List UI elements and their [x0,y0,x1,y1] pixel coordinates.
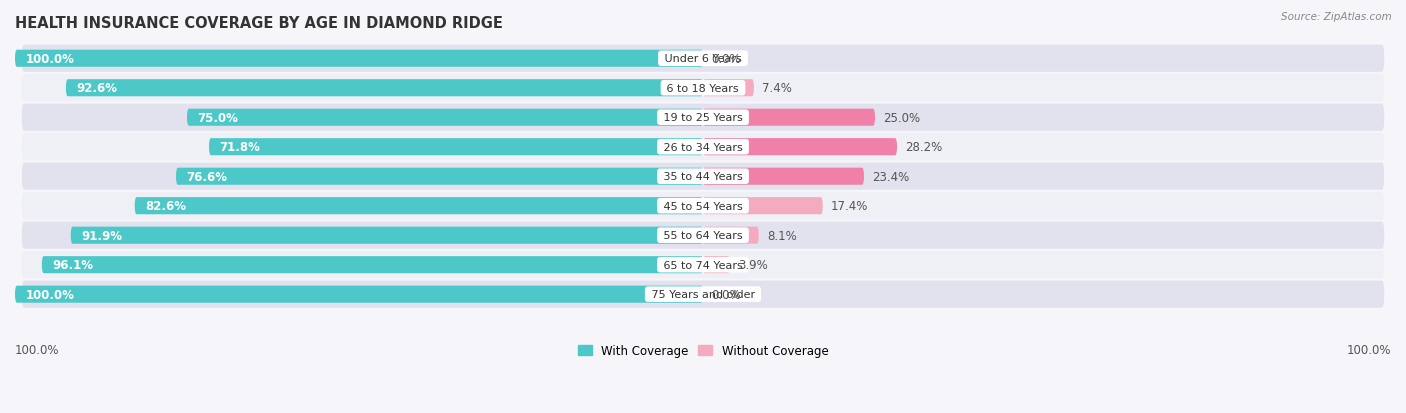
Text: 100.0%: 100.0% [15,344,59,356]
Text: 92.6%: 92.6% [76,82,117,95]
Text: 7.4%: 7.4% [762,82,792,95]
Text: 0.0%: 0.0% [711,288,741,301]
FancyBboxPatch shape [42,256,703,273]
Text: 76.6%: 76.6% [187,170,228,183]
Text: 96.1%: 96.1% [52,259,93,271]
Text: 55 to 64 Years: 55 to 64 Years [659,230,747,241]
FancyBboxPatch shape [135,198,703,215]
FancyBboxPatch shape [22,104,1384,131]
Text: 65 to 74 Years: 65 to 74 Years [659,260,747,270]
FancyBboxPatch shape [176,168,703,185]
Legend: With Coverage, Without Coverage: With Coverage, Without Coverage [572,339,834,361]
Text: 91.9%: 91.9% [82,229,122,242]
FancyBboxPatch shape [187,109,703,126]
FancyBboxPatch shape [703,256,730,273]
FancyBboxPatch shape [703,80,754,97]
FancyBboxPatch shape [703,227,759,244]
FancyBboxPatch shape [703,139,897,156]
Text: Under 6 Years: Under 6 Years [661,54,745,64]
FancyBboxPatch shape [703,198,823,215]
Text: 100.0%: 100.0% [25,52,75,66]
Text: 45 to 54 Years: 45 to 54 Years [659,201,747,211]
Text: 26 to 34 Years: 26 to 34 Years [659,142,747,152]
Text: 8.1%: 8.1% [768,229,797,242]
FancyBboxPatch shape [22,134,1384,161]
Text: 6 to 18 Years: 6 to 18 Years [664,83,742,93]
FancyBboxPatch shape [22,75,1384,102]
Text: 17.4%: 17.4% [831,200,869,213]
FancyBboxPatch shape [22,193,1384,220]
FancyBboxPatch shape [22,163,1384,190]
Text: 25.0%: 25.0% [883,112,921,124]
FancyBboxPatch shape [703,168,865,185]
FancyBboxPatch shape [22,222,1384,249]
Text: 100.0%: 100.0% [1347,344,1391,356]
FancyBboxPatch shape [209,139,703,156]
Text: 75.0%: 75.0% [197,112,238,124]
FancyBboxPatch shape [66,80,703,97]
Text: 35 to 44 Years: 35 to 44 Years [659,172,747,182]
FancyBboxPatch shape [703,109,875,126]
FancyBboxPatch shape [22,252,1384,279]
Text: 71.8%: 71.8% [219,141,260,154]
Text: Source: ZipAtlas.com: Source: ZipAtlas.com [1281,12,1392,22]
FancyBboxPatch shape [70,227,703,244]
FancyBboxPatch shape [22,281,1384,308]
Text: 3.9%: 3.9% [738,259,768,271]
FancyBboxPatch shape [15,286,703,303]
Text: 19 to 25 Years: 19 to 25 Years [659,113,747,123]
Text: 100.0%: 100.0% [25,288,75,301]
Text: HEALTH INSURANCE COVERAGE BY AGE IN DIAMOND RIDGE: HEALTH INSURANCE COVERAGE BY AGE IN DIAM… [15,16,503,31]
FancyBboxPatch shape [22,45,1384,73]
Text: 0.0%: 0.0% [711,52,741,66]
Text: 82.6%: 82.6% [145,200,186,213]
Text: 75 Years and older: 75 Years and older [648,290,758,299]
Text: 23.4%: 23.4% [872,170,910,183]
Text: 28.2%: 28.2% [905,141,942,154]
FancyBboxPatch shape [15,50,703,68]
